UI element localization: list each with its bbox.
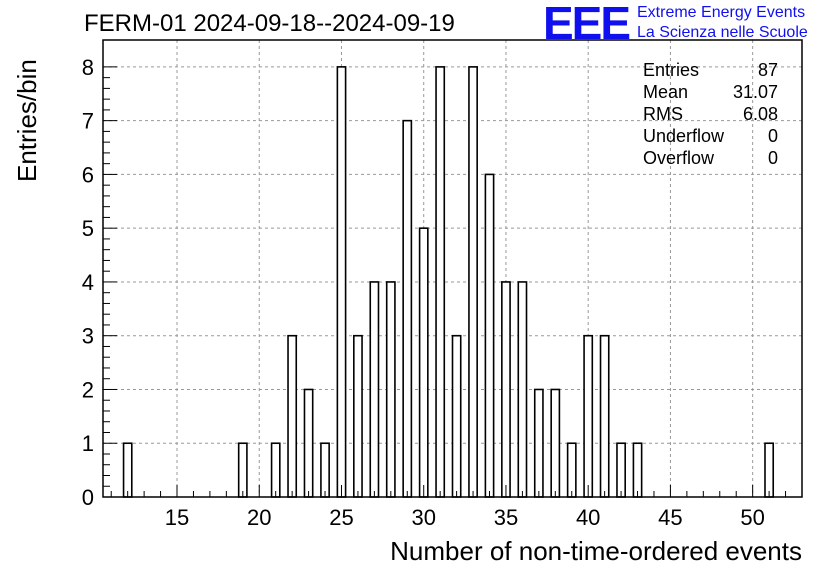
- histogram-bar: [303, 388, 314, 498]
- y-tick-label: 4: [82, 270, 94, 295]
- y-axis-label: Entries/bin: [12, 59, 42, 182]
- stats-box: Entries 87 Mean 31.07 RMS 6.08 Underflow 0 Overf…: [643, 59, 778, 169]
- axis-ticks: [103, 66, 787, 498]
- stats-row: Mean 31.07: [643, 81, 778, 103]
- stats-key: Underflow: [643, 126, 725, 146]
- histogram-bar: [583, 334, 594, 498]
- stats-key: Mean: [643, 82, 689, 102]
- stats-row: Entries 87: [643, 59, 778, 81]
- plot-frame: [102, 39, 803, 498]
- y-tick-label: 5: [82, 216, 94, 241]
- x-tick-label: 40: [576, 505, 600, 530]
- histogram-bar: [616, 442, 626, 498]
- histogram-bar: [402, 119, 413, 498]
- stats-key: Overflow: [643, 148, 715, 168]
- x-tick-label: 45: [658, 505, 682, 530]
- histogram-bar: [353, 334, 363, 498]
- y-tick-label: 3: [82, 324, 94, 349]
- stats-key: Entries: [643, 60, 700, 80]
- eee-logo: EEE: [543, 0, 631, 49]
- histogram-bar: [418, 227, 429, 498]
- logo-line-1: Extreme Energy Events: [637, 4, 806, 21]
- x-tick-label: 25: [329, 505, 353, 530]
- histogram-bars: [122, 66, 775, 498]
- stats-value: 6.08: [742, 104, 778, 124]
- histogram-bar: [632, 442, 643, 498]
- y-tick-label: 1: [82, 431, 94, 456]
- y-tick-label: 8: [82, 55, 94, 80]
- histogram-bar: [501, 281, 511, 498]
- y-tick-label: 6: [82, 162, 94, 187]
- x-tick-label: 35: [494, 505, 518, 530]
- histogram-bar: [764, 442, 775, 498]
- histogram-bar: [122, 442, 133, 498]
- histogram-bar: [550, 388, 561, 498]
- histogram-bar: [533, 388, 544, 498]
- stats-value: 0: [767, 148, 778, 168]
- logo-line-2: La Scienza nelle Scuole: [637, 24, 808, 41]
- y-tick-label: 7: [82, 109, 94, 134]
- stats-row: Underflow 0: [643, 125, 778, 147]
- stats-key: RMS: [643, 104, 683, 124]
- x-tick-label: 15: [165, 505, 189, 530]
- histogram-bar: [451, 334, 462, 498]
- stats-value: 87: [757, 60, 778, 80]
- stats-row: Overflow 0: [643, 147, 778, 169]
- histogram-bar: [566, 442, 577, 498]
- y-tick-label: 2: [82, 377, 94, 402]
- histogram-bar: [270, 442, 281, 498]
- stats-value: 0: [767, 126, 778, 146]
- stats-value: 31.07: [732, 82, 778, 102]
- histogram-bar: [336, 66, 347, 498]
- histogram-bar: [517, 281, 528, 498]
- histogram-bar: [484, 173, 495, 498]
- histogram-bar: [369, 281, 380, 498]
- x-axis-label: Number of non-time-ordered events: [390, 536, 802, 566]
- histogram-bar: [385, 281, 396, 498]
- histogram-bar: [468, 66, 478, 498]
- x-tick-label: 30: [411, 505, 435, 530]
- x-tick-label: 20: [247, 505, 271, 530]
- histogram-bar: [320, 442, 330, 498]
- x-tick-label: 50: [740, 505, 764, 530]
- stats-row: RMS 6.08: [643, 103, 778, 125]
- histogram-bar: [237, 442, 248, 498]
- histogram-bar: [599, 334, 610, 498]
- histogram-bar: [435, 66, 446, 498]
- histogram-bar: [287, 334, 298, 498]
- y-tick-label: 0: [82, 485, 94, 510]
- chart-title: FERM-01 2024-09-18--2024-09-19: [84, 10, 455, 37]
